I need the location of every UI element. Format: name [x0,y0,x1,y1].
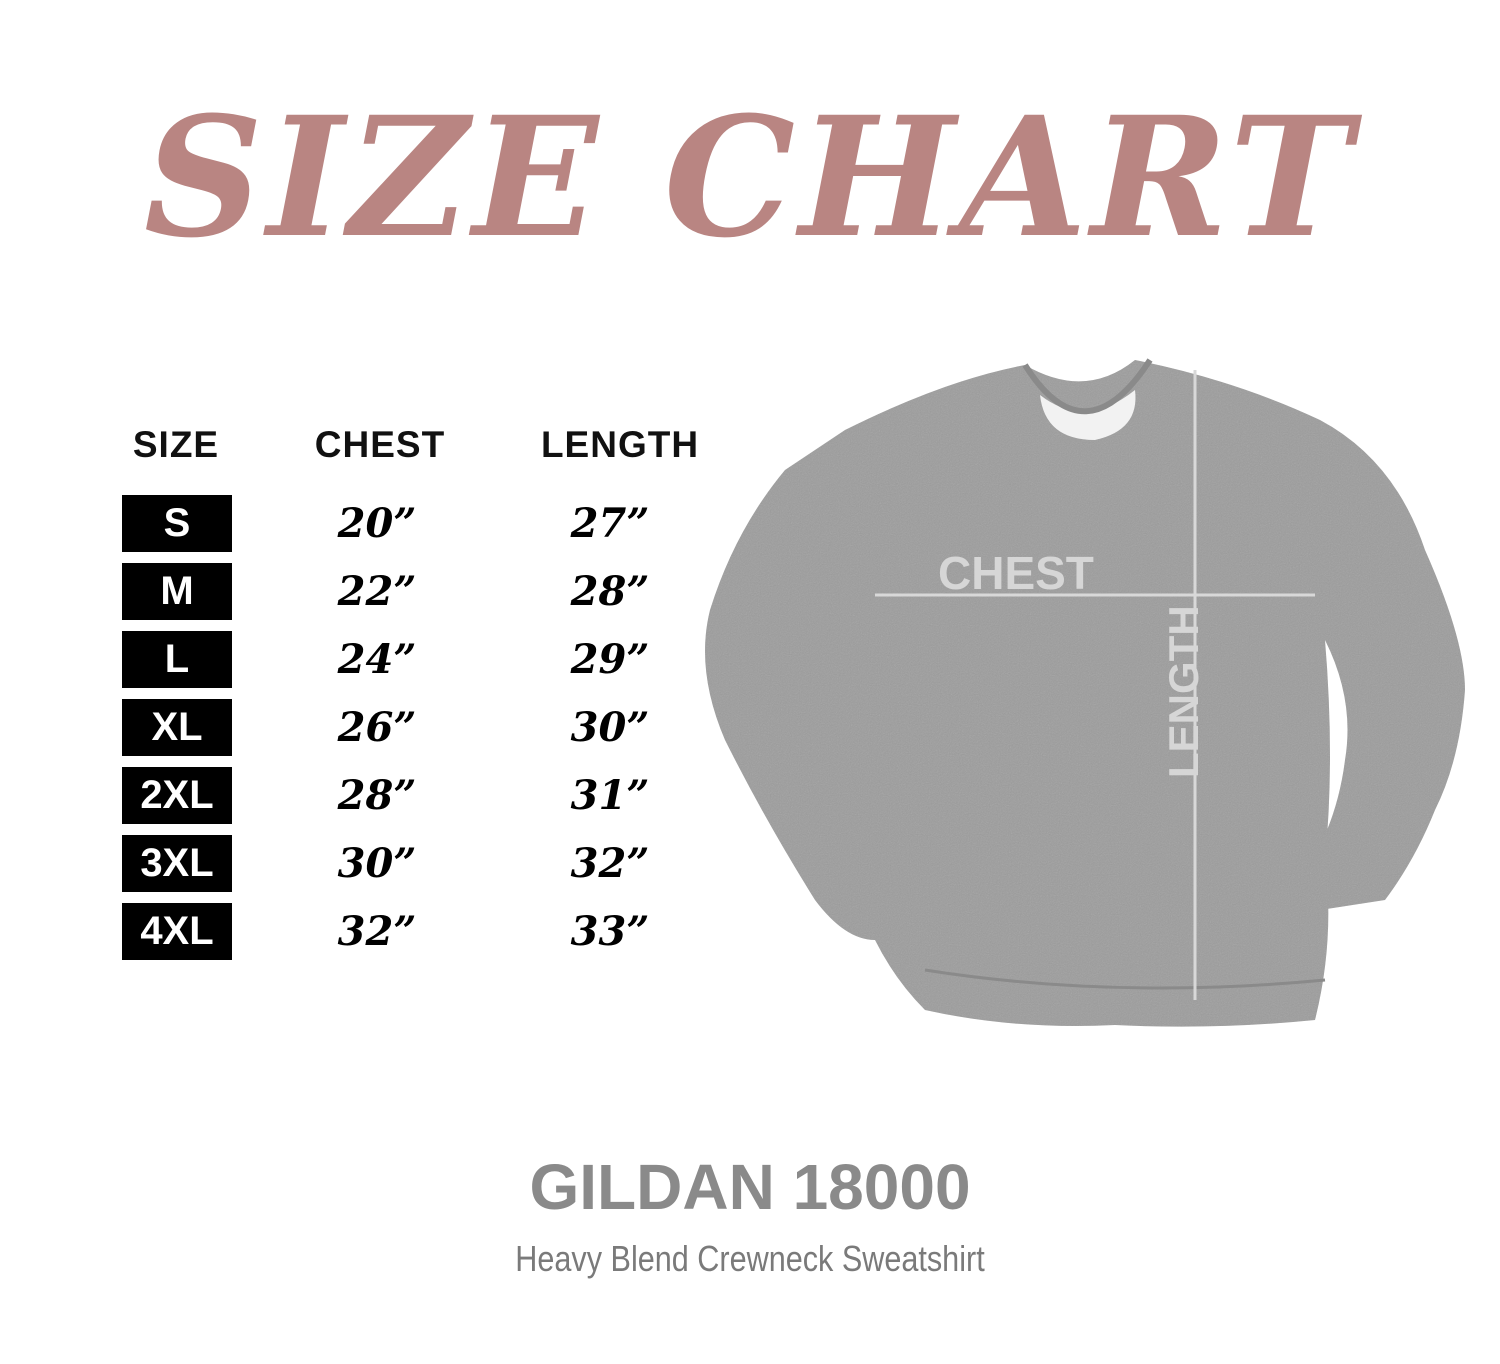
length-value: 33” [570,908,650,955]
length-value: 30” [570,704,650,751]
length-value: 28” [570,568,650,615]
size-label: 3XL [122,835,232,892]
chest-value: 20” [337,500,417,547]
header-chest: CHEST [314,424,446,465]
page-title: SIZE CHART [143,80,1357,274]
length-value: 31” [570,772,650,819]
header-size: SIZE [132,424,220,465]
sweatshirt-image [705,358,1465,1027]
size-label: 4XL [122,903,232,960]
chest-value: 30” [337,840,417,887]
size-label: S [122,495,232,552]
chest-value: 22” [337,568,417,615]
length-value: 27” [570,500,650,547]
length-label: LENGTH [1160,605,1207,778]
size-label: 2XL [122,767,232,824]
sweatshirt-shape [705,358,1465,1027]
chest-value: 28” [337,772,417,819]
chest-value: 32” [337,908,417,955]
chest-value: 24” [337,636,417,683]
brand-model: GILDAN 18000 [529,1151,971,1223]
chest-value: 26” [337,704,417,751]
size-label: M [122,563,232,620]
size-label: XL [122,699,232,756]
collar-tag [1040,390,1136,440]
header-length: LENGTH [540,424,700,465]
product-description: Heavy Blend Crewneck Sweatshirt [515,1238,985,1279]
length-value: 32” [570,840,650,887]
length-value: 29” [570,636,650,683]
chest-label: CHEST [938,547,1094,599]
size-label: L [122,631,232,688]
